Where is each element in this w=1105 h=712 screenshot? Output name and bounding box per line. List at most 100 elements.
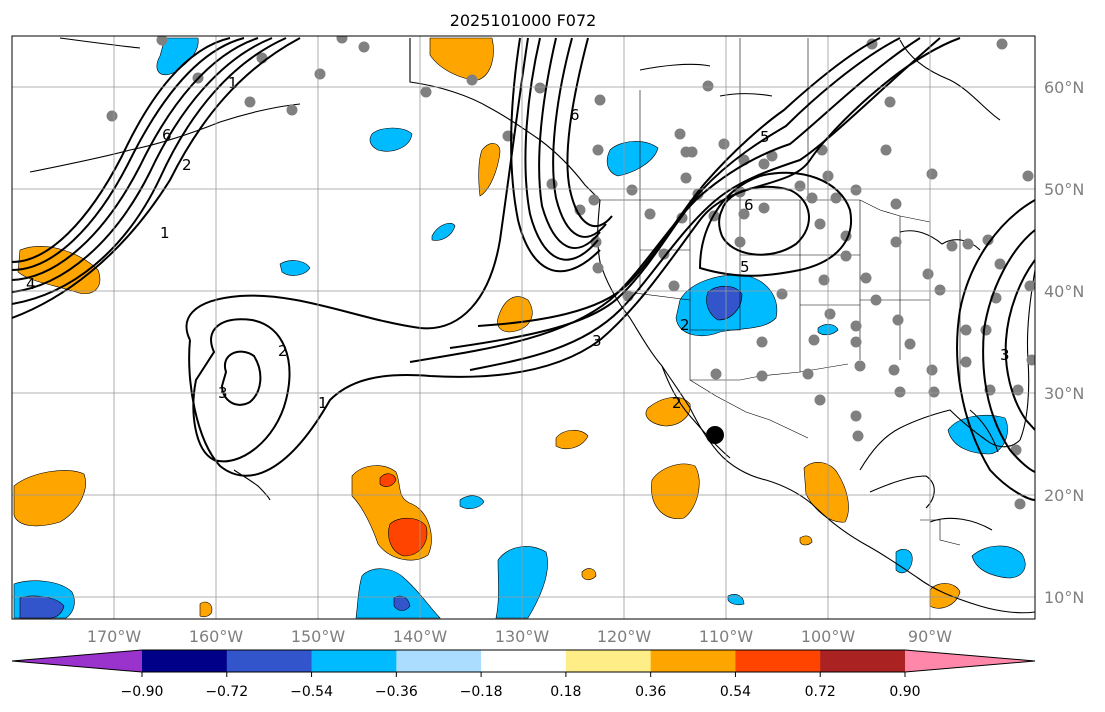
contour-low-outer-2	[188, 37, 961, 477]
colorbar-segment	[311, 650, 397, 672]
contour-trough-west-1	[12, 37, 301, 319]
yucatan	[869, 475, 935, 509]
shade-blue-gulf-alaska	[369, 127, 413, 152]
contour-high-5	[698, 171, 853, 277]
colorbar-segment	[735, 650, 821, 672]
contour-east-3	[1004, 259, 1035, 431]
contour-trough-west-5	[12, 37, 245, 271]
canada-arctic-1	[639, 63, 711, 71]
selected-point-marker	[706, 426, 724, 444]
colorbar-tick-label: −0.72	[205, 684, 248, 700]
graticule	[12, 36, 1035, 619]
shade-blue-small-pacific	[279, 260, 311, 276]
contour-ridge-2	[409, 37, 921, 363]
contour-label: 3	[1000, 346, 1010, 364]
contour-jet-4	[552, 37, 607, 238]
contour-low-ring-3	[220, 350, 262, 406]
shaded-anomaly-areas	[13, 37, 1026, 619]
contour-jet-5	[566, 37, 613, 228]
colorbar-segment	[142, 650, 228, 672]
lon-label: 110°W	[699, 627, 754, 646]
colorbar-tick-label: 0.18	[550, 684, 581, 700]
colorbar-extension-high	[905, 650, 1035, 672]
lat-label: 30°N	[1044, 384, 1084, 403]
contour-ridge-3	[449, 37, 901, 349]
contour-trough-west-6	[12, 37, 231, 263]
lat-label: 10°N	[1044, 588, 1084, 607]
contour-label: 6	[570, 106, 580, 124]
contour-lines	[12, 37, 1035, 501]
colorbar-segment	[565, 650, 652, 672]
contour-label: 5	[740, 258, 750, 276]
colorbar-segment	[396, 650, 482, 672]
contour-label: 2	[182, 156, 192, 174]
lat-label: 40°N	[1044, 282, 1084, 301]
colorbar-tick-label: −0.18	[460, 684, 503, 700]
contour-east-1	[956, 199, 1035, 501]
colorbar-tick-label: −0.90	[121, 684, 164, 700]
shade-orange-mexico	[651, 463, 700, 520]
colorbar-segment	[820, 650, 906, 672]
station-dots	[106, 36, 1035, 510]
shade-darkblue-south-pacific	[393, 595, 411, 611]
aleutian-chain	[29, 103, 301, 173]
baja-peninsula	[661, 365, 731, 459]
colorbar-tick-label: −0.36	[375, 684, 418, 700]
contour-trough-west-3	[12, 37, 273, 293]
hudson-bay	[899, 39, 1001, 121]
contour-trough-west-2	[12, 37, 287, 305]
contour-label: 1	[228, 74, 238, 92]
shade-orange-bc-coast	[478, 143, 501, 197]
lon-label: 140°W	[393, 627, 448, 646]
colorbar-segment	[226, 650, 313, 672]
shade-orange-baja	[645, 397, 691, 427]
colorbar-segment	[481, 650, 567, 672]
coastlines	[29, 37, 1035, 614]
colorbar-tick-label: 0.54	[720, 684, 751, 700]
shade-orange-small-2	[199, 601, 213, 618]
shade-blue-small-pacific-2	[431, 223, 456, 241]
lat-label: 50°N	[1044, 180, 1084, 199]
contour-ridge-4	[477, 37, 881, 327]
map-frame	[11, 35, 1036, 620]
contour-low-ring-2	[192, 318, 291, 463]
shade-red-small	[379, 473, 397, 487]
contour-label: 2	[672, 394, 682, 412]
contour-label: 2	[680, 316, 690, 334]
contour-jet-2	[524, 37, 599, 261]
florida	[969, 409, 999, 453]
shade-orange-small-1	[555, 429, 589, 449]
contour-high-6	[718, 186, 810, 256]
colorbar: −0.90 −0.72 −0.54 −0.36 −0.18 0.18 0.36 0.54 0.7…	[11, 649, 1036, 700]
colorbar-tick-label: −0.54	[290, 684, 333, 700]
shade-blue-canada	[606, 141, 659, 177]
shade-orange-alaska-coast	[429, 37, 494, 81]
colorbar-tick-label: 0.90	[889, 684, 920, 700]
lon-label: 160°W	[189, 627, 244, 646]
contour-label: 2	[278, 342, 288, 360]
lon-label: 120°W	[597, 627, 652, 646]
lon-label: 90°W	[908, 627, 952, 646]
contour-label-group: 4 6 2 1 3 2 1 6 2 1 3 5 6 5 2 3	[26, 74, 1010, 412]
colorbar-tick-label: 0.36	[635, 684, 666, 700]
shade-orange-small-4	[799, 535, 813, 546]
hawaii	[233, 469, 271, 501]
contour-label: 4	[26, 275, 36, 293]
shade-red-central-pacific	[388, 517, 428, 557]
shade-blue-caribbean	[971, 545, 1026, 579]
colorbar-segment	[650, 650, 736, 672]
lon-label: 100°W	[801, 627, 856, 646]
map-panel: 4 6 2 1 3 2 1 6 2 1 3 5 6 5 2 3	[12, 36, 1035, 619]
map-title: 2025101000 F072	[450, 11, 597, 30]
latitude-labels: 60°N 50°N 40°N 30°N 20°N 10°N	[1044, 78, 1084, 607]
contour-label: 5	[760, 128, 770, 146]
contour-label: 1	[318, 394, 328, 412]
lon-label: 150°W	[291, 627, 346, 646]
colorbar-extension-low	[12, 650, 142, 672]
contour-jet-3	[538, 37, 601, 250]
siberia-coast	[59, 37, 141, 49]
shade-darkblue-sw-corner	[19, 595, 65, 619]
contour-ridge-1	[469, 37, 941, 371]
contour-jet-1	[510, 37, 601, 273]
